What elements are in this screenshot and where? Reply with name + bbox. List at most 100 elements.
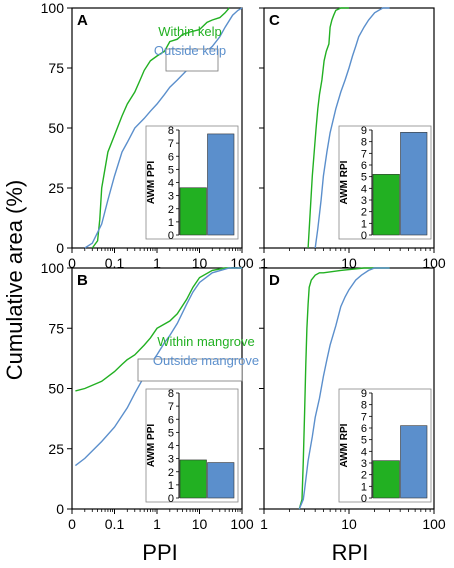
inset-bar-outside bbox=[207, 462, 235, 499]
series-line-outside-mangrove bbox=[74, 267, 242, 467]
inset-y-tick-label: 1 bbox=[361, 481, 367, 493]
x-tick-label: 0 bbox=[68, 516, 76, 532]
inset-y-tick-label: 0 bbox=[361, 493, 367, 505]
x-tick-label: 0 bbox=[68, 255, 76, 271]
inset-bar-outside bbox=[400, 132, 428, 236]
inset-bar-within bbox=[179, 459, 207, 499]
inset-y-tick-label: 8 bbox=[168, 388, 174, 400]
inset-y-tick-label: 4 bbox=[168, 441, 174, 453]
inset-bar-within bbox=[372, 460, 400, 499]
inset-y-label: AWM PPI bbox=[146, 424, 157, 468]
y-tick-label: 75 bbox=[48, 320, 64, 336]
x-tick-label: 0.1 bbox=[105, 516, 125, 532]
inset-y-tick-label: 9 bbox=[361, 388, 367, 400]
inset-bar-outside bbox=[207, 133, 235, 236]
inset-y-tick-label: 4 bbox=[361, 446, 367, 458]
inset-y-label: AWM RPI bbox=[339, 160, 350, 204]
panel-label: D bbox=[269, 272, 280, 289]
inset-y-tick-label: 3 bbox=[361, 195, 367, 207]
series-line-outside-mangrove bbox=[298, 267, 390, 510]
inset-y-tick-label: 3 bbox=[168, 454, 174, 466]
inset-y-tick-label: 8 bbox=[361, 400, 367, 412]
legend-box bbox=[137, 358, 243, 382]
inset-y-tick-label: 5 bbox=[361, 435, 367, 447]
inset-y-tick-label: 1 bbox=[361, 218, 367, 230]
y-tick-label: 100 bbox=[41, 260, 65, 276]
x-tick-label: 1 bbox=[260, 255, 268, 271]
legend-entry: Outside mangrove bbox=[153, 353, 259, 368]
inset-y-tick-label: 2 bbox=[361, 470, 367, 482]
series-line-within-kelp bbox=[307, 7, 349, 249]
inset-y-tick-label: 7 bbox=[168, 138, 174, 150]
y-tick-label: 50 bbox=[48, 381, 64, 397]
y-tick-label: 50 bbox=[48, 120, 64, 136]
y-tick-label: 0 bbox=[56, 240, 64, 256]
inset-y-tick-label: 2 bbox=[361, 207, 367, 219]
panel-label: C bbox=[269, 12, 280, 29]
inset-y-tick-label: 8 bbox=[168, 125, 174, 137]
y-tick-label: 25 bbox=[48, 180, 64, 196]
x-tick-label: 0.1 bbox=[105, 255, 125, 271]
inset-y-tick-label: 7 bbox=[361, 148, 367, 160]
inset-y-tick-label: 1 bbox=[168, 480, 174, 492]
series-line-outside-kelp bbox=[314, 7, 390, 249]
inset-bar-within bbox=[179, 187, 207, 236]
legend: Within kelp Outside kelp bbox=[154, 24, 226, 72]
legend-box bbox=[165, 48, 219, 72]
inset-bar-within bbox=[372, 174, 400, 236]
series-line-within-mangrove bbox=[298, 267, 390, 510]
x-tick-label: 100 bbox=[422, 516, 446, 532]
panel-label: A bbox=[77, 12, 88, 29]
legend-entry: Outside kelp bbox=[154, 43, 226, 58]
series-line-outside-kelp bbox=[84, 7, 243, 249]
inset-y-tick-label: 5 bbox=[168, 427, 174, 439]
inset-y-tick-label: 9 bbox=[361, 125, 367, 137]
legend-entry: Within mangrove bbox=[157, 334, 255, 349]
inset-y-tick-label: 6 bbox=[168, 414, 174, 426]
x-axis-label-ppi: PPI bbox=[142, 540, 177, 565]
y-tick-label: 0 bbox=[56, 501, 64, 517]
x-tick-label: 1 bbox=[153, 255, 161, 271]
inset-y-tick-label: 7 bbox=[168, 401, 174, 413]
inset-y-tick-label: 7 bbox=[361, 411, 367, 423]
legend: Within mangrove Outside mangrove bbox=[137, 334, 259, 382]
x-tick-label: 100 bbox=[422, 255, 446, 271]
inset-y-label: AWM RPI bbox=[339, 423, 350, 467]
x-axis-label-rpi: RPI bbox=[332, 540, 369, 565]
inset-y-tick-label: 6 bbox=[168, 151, 174, 163]
inset-y-tick-label: 3 bbox=[168, 191, 174, 203]
y-tick-label: 100 bbox=[41, 0, 65, 16]
y-tick-label: 75 bbox=[48, 60, 64, 76]
inset-y-tick-label: 6 bbox=[361, 160, 367, 172]
x-tick-label: 10 bbox=[341, 255, 357, 271]
inset-y-tick-label: 8 bbox=[361, 137, 367, 149]
x-tick-label: 10 bbox=[192, 255, 208, 271]
inset-y-tick-label: 1 bbox=[168, 217, 174, 229]
inset-y-tick-label: 5 bbox=[361, 172, 367, 184]
x-tick-label: 1 bbox=[153, 516, 161, 532]
series-line-within-kelp bbox=[91, 7, 230, 249]
inset-y-tick-label: 2 bbox=[168, 204, 174, 216]
inset-y-tick-label: 0 bbox=[168, 230, 174, 242]
x-tick-label: 100 bbox=[230, 255, 254, 271]
inset-y-tick-label: 0 bbox=[168, 493, 174, 505]
inset-y-tick-label: 2 bbox=[168, 467, 174, 479]
x-tick-label: 1 bbox=[260, 516, 268, 532]
inset-y-tick-label: 4 bbox=[361, 183, 367, 195]
inset-y-label: AWM PPI bbox=[146, 161, 157, 205]
inset-y-tick-label: 3 bbox=[361, 458, 367, 470]
inset-y-tick-label: 4 bbox=[168, 178, 174, 190]
y-tick-label: 25 bbox=[48, 441, 64, 457]
x-tick-label: 100 bbox=[230, 516, 254, 532]
inset-bar-outside bbox=[400, 425, 428, 499]
series-line-within-mangrove bbox=[75, 267, 242, 392]
legend-entry: Within kelp bbox=[158, 24, 222, 39]
